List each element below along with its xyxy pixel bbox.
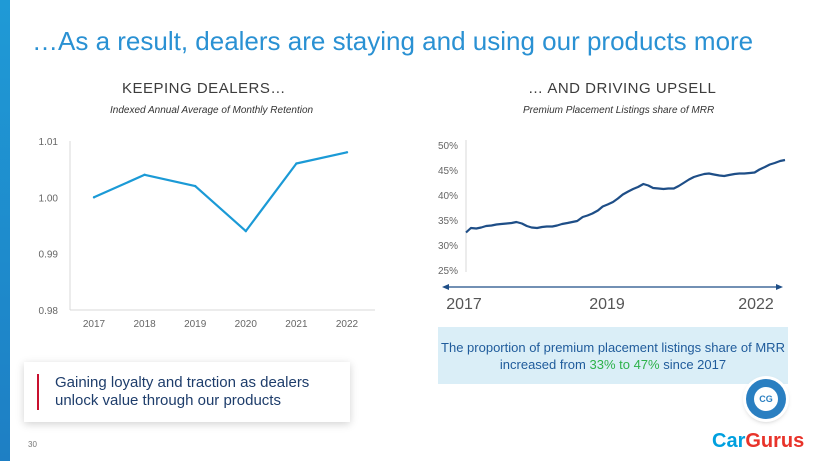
callout-text-after: since 2017: [659, 357, 727, 372]
insight-text: Gaining loyalty and traction as dealers …: [55, 374, 345, 410]
right-y-tick-label: 30%: [438, 241, 458, 252]
retention-data-point: [244, 229, 247, 233]
left-section-heading: KEEPING DEALERS…: [122, 80, 286, 97]
callout-highlight: 33% to 47%: [589, 357, 660, 372]
cargurus-badge-icon: CG: [746, 379, 786, 419]
left-y-tick-label: 0.98: [39, 306, 59, 317]
left-y-tick-label: 1.01: [39, 137, 59, 148]
insight-line-1: Gaining loyalty and traction as dealers: [55, 374, 310, 391]
right-y-tick-label: 40%: [438, 191, 458, 202]
cargurus-logo: CarGurus: [712, 430, 804, 453]
retention-data-point: [92, 196, 96, 199]
left-accent-bar: [0, 0, 10, 461]
retention-data-point: [345, 151, 349, 154]
insight-accent-bar: [37, 374, 39, 410]
right-y-tick-label: 25%: [438, 266, 458, 277]
left-y-tick-label: 1.00: [39, 193, 59, 204]
right-section-heading: … AND DRIVING UPSELL: [528, 80, 717, 97]
right-y-tick-label: 35%: [438, 216, 458, 227]
premium-share-line-chart: 50% 45% 40% 35% 30% 25% 2017 2019 2022: [438, 140, 786, 313]
page-title: …As a result, dealers are staying and us…: [32, 26, 754, 56]
retention-data-point: [194, 184, 197, 188]
retention-series-line: [93, 151, 348, 233]
right-x-year-label: 2017: [446, 296, 482, 313]
left-y-tick-label: 0.99: [39, 250, 59, 261]
insight-line-2: unlock value through our products: [55, 392, 281, 409]
page-number: 30: [28, 440, 37, 449]
right-y-tick-label: 50%: [438, 141, 458, 152]
left-x-tick-label: 2021: [285, 319, 308, 330]
left-x-tick-label: 2022: [336, 319, 359, 330]
premium-callout: The proportion of premium placement list…: [438, 327, 788, 384]
retention-data-point: [295, 162, 298, 165]
right-x-year-label: 2019: [589, 296, 625, 313]
insight-box: Gaining loyalty and traction as dealers …: [24, 362, 350, 422]
premium-share-series-line: [465, 158, 786, 234]
callout-text-before: The proportion of premium placement list…: [441, 340, 785, 372]
left-x-tick-label: 2018: [133, 319, 156, 330]
right-x-year-label: 2022: [738, 296, 774, 313]
badge-text: CG: [754, 387, 778, 411]
logo-part-2: Gurus: [745, 430, 805, 452]
timeline-arrow: [442, 284, 783, 290]
right-section-subtitle: Premium Placement Listings share of MRR: [523, 105, 715, 116]
retention-line-chart: 1.01 1.00 0.99 0.98 2017 2018 2019 2020 2021 202…: [39, 137, 375, 330]
left-x-tick-label: 2020: [235, 319, 258, 330]
retention-data-point: [143, 173, 146, 176]
left-section-subtitle: Indexed Annual Average of Monthly Retent…: [110, 105, 314, 116]
left-x-tick-label: 2019: [184, 319, 207, 330]
left-x-tick-label: 2017: [83, 319, 106, 330]
logo-part-1: Car: [712, 430, 746, 452]
right-y-tick-label: 45%: [438, 166, 458, 177]
